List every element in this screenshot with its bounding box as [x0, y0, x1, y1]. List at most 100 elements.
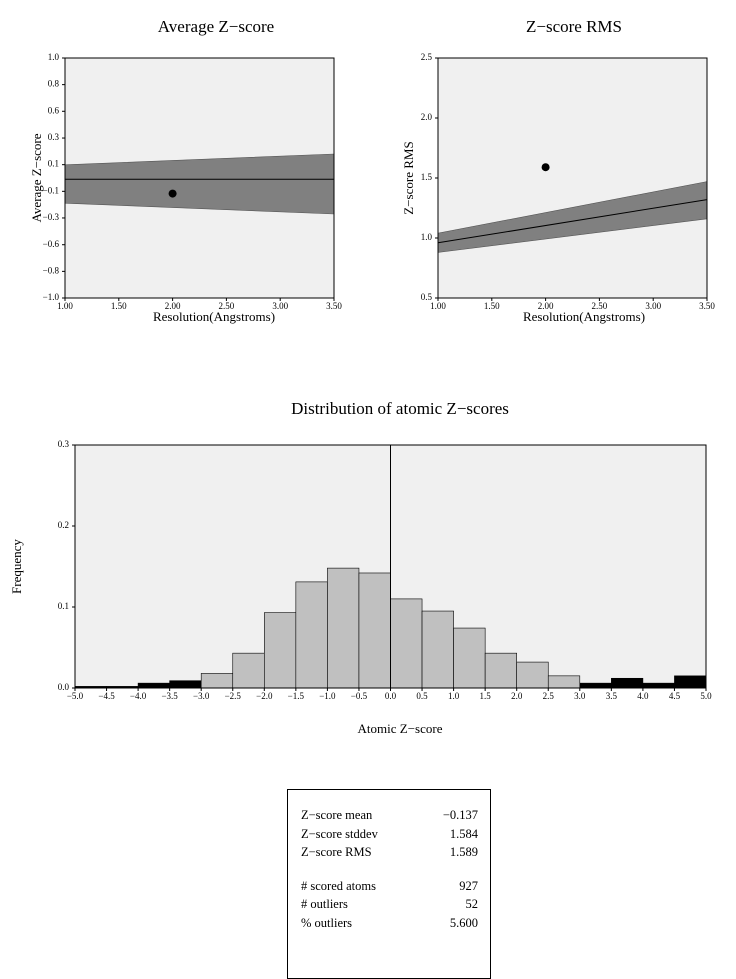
- x-tick-label: 3.50: [699, 301, 715, 311]
- bar: [295, 581, 328, 689]
- stats-box: Z−score mean −0.137 Z−score stddev 1.584 Z−s…: [287, 789, 491, 979]
- bar: [516, 661, 549, 689]
- y-tick-label: 0.1: [48, 159, 59, 169]
- chart-title: Average Z−score: [158, 17, 274, 36]
- bar: [579, 682, 612, 689]
- stat-label: Z−score mean: [301, 808, 373, 822]
- x-tick-label: 1.5: [480, 691, 492, 701]
- bar: [484, 652, 517, 689]
- plot-background: [438, 58, 707, 298]
- x-tick-label: 1.50: [111, 301, 127, 311]
- x-tick-label: 2.50: [219, 301, 235, 311]
- x-tick-label: −0.5: [351, 691, 368, 701]
- stat-label: # scored atoms: [301, 878, 376, 893]
- y-tick-label: 2.0: [421, 112, 433, 122]
- x-tick-label: 2.00: [165, 301, 181, 311]
- x-tick-label: 3.00: [645, 301, 661, 311]
- y-axis-label: Frequency: [9, 539, 24, 594]
- point: [168, 189, 177, 198]
- y-tick-label: 1.5: [421, 172, 433, 182]
- bar: [358, 572, 391, 689]
- x-tick-label: 2.50: [592, 301, 608, 311]
- charts: Average Z−score Resolution(Angstroms) Aver…: [9, 17, 715, 736]
- x-tick-label: 3.50: [326, 301, 342, 311]
- stat-value: 52: [465, 897, 479, 911]
- stat-label: % outliers: [301, 915, 353, 930]
- x-tick-label: −2.5: [225, 691, 242, 701]
- bar: [390, 598, 423, 689]
- bar: [421, 610, 454, 689]
- bar: [137, 682, 170, 689]
- stats-row: Z−score mean −0.137: [301, 806, 478, 825]
- bar: [200, 673, 234, 689]
- x-tick-label: −2.0: [256, 691, 273, 701]
- stat-label: Z−score RMS: [301, 845, 372, 859]
- plot-frame: [64, 57, 335, 299]
- stat-label: Z−score stddev: [301, 826, 378, 841]
- chart-title: Distribution of atomic Z−scores: [291, 399, 509, 418]
- x-tick-label: −1.0: [319, 691, 336, 701]
- plot-frame: [74, 444, 707, 689]
- stat-value: −0.137: [442, 808, 478, 822]
- x-tick-label: 1.0: [448, 691, 460, 701]
- stats-row: % outliers 5.600: [301, 914, 478, 933]
- x-tick-label: −4.5: [98, 691, 115, 701]
- x-tick-label: −5.0: [67, 691, 84, 701]
- bar: [169, 680, 202, 689]
- y-tick-label: 0.3: [48, 132, 60, 142]
- y-tick-label: 0.2: [58, 520, 69, 530]
- x-tick-label: −3.0: [193, 691, 210, 701]
- point: [541, 163, 550, 172]
- stats-row: # scored atoms 927: [301, 862, 478, 896]
- y-tick-label: −0.1: [43, 185, 59, 195]
- x-tick-label: 1.00: [57, 301, 73, 311]
- x-tick-label: 2.0: [511, 691, 523, 701]
- x-tick-label: 3.0: [574, 691, 586, 701]
- x-tick-label: 2.00: [538, 301, 554, 311]
- y-tick-label: 1.0: [421, 232, 433, 242]
- stat-label: # outliers: [301, 897, 348, 911]
- y-tick-label: 0.6: [48, 105, 60, 115]
- x-axis-label: Resolution(Angstroms): [153, 309, 275, 324]
- plot-frame: [437, 57, 708, 299]
- bar: [232, 652, 265, 689]
- x-tick-label: 0.5: [416, 691, 428, 701]
- band: [64, 153, 335, 215]
- center-line: [437, 199, 708, 244]
- bar: [547, 675, 581, 689]
- x-tick-label: 2.5: [543, 691, 555, 701]
- stat-value: 927: [459, 878, 478, 893]
- y-tick-label: 0.0: [58, 682, 70, 692]
- y-tick-label: 0.1: [58, 601, 69, 611]
- bar: [611, 677, 644, 689]
- x-tick-label: 1.00: [430, 301, 446, 311]
- y-tick-label: 0.5: [421, 292, 433, 302]
- bar: [453, 627, 486, 689]
- x-tick-label: −3.5: [161, 691, 178, 701]
- x-tick-label: −4.0: [130, 691, 147, 701]
- x-axis-label: Resolution(Angstroms): [523, 309, 645, 324]
- y-tick-label: −0.3: [43, 212, 60, 222]
- y-tick-label: −0.6: [43, 239, 60, 249]
- stats-row: Z−score stddev 1.584: [301, 825, 478, 844]
- stat-value: 1.589: [449, 845, 478, 859]
- x-axis-label: Atomic Z−score: [358, 721, 443, 736]
- x-tick-label: 0.0: [385, 691, 397, 701]
- y-tick-label: 1.0: [48, 52, 60, 62]
- stats-row: # outliers 52: [301, 895, 478, 914]
- bar: [263, 612, 297, 689]
- chart-title: Z−score RMS: [526, 17, 622, 36]
- y-tick-label: −0.8: [43, 265, 60, 275]
- bar: [642, 682, 675, 689]
- stat-value: 1.584: [449, 826, 478, 841]
- x-tick-label: −1.5: [288, 691, 305, 701]
- y-tick-label: 2.5: [421, 52, 433, 62]
- x-tick-label: 4.5: [669, 691, 681, 701]
- stat-value: 5.600: [449, 915, 478, 930]
- x-tick-label: 5.0: [700, 691, 712, 701]
- x-tick-label: 3.00: [272, 301, 288, 311]
- stats-row: Z−score RMS 1.589: [301, 843, 478, 862]
- y-tick-label: 0.3: [58, 439, 70, 449]
- y-tick-label: 0.8: [48, 79, 60, 89]
